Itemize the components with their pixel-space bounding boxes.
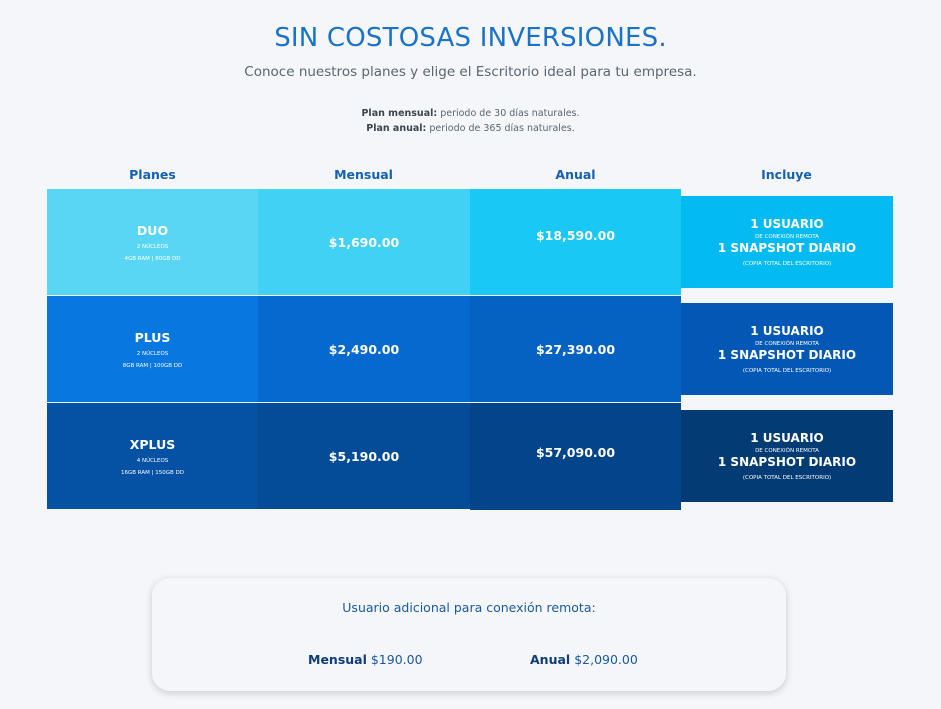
plan-cores: 2 NÚCLEOS <box>136 350 169 357</box>
price-value: $18,590.00 <box>535 227 616 243</box>
page-title: SIN COSTOSAS INVERSIONES. <box>274 23 667 53</box>
additional-annual-price: $2,090.00 <box>574 652 638 667</box>
price-value: $2,490.00 <box>328 341 400 357</box>
includes-snapshot: 1 SNAPSHOT DIARIO <box>717 348 857 362</box>
price-monthly-plus: $2,490.00 <box>258 296 470 402</box>
includes-users-desc: DE CONEXIÓN REMOTA <box>755 234 819 240</box>
plan-cores: 4 NÚCLEOS <box>136 457 169 464</box>
includes-snapshot: 1 SNAPSHOT DIARIO <box>717 455 857 469</box>
plan-cell-plus: PLUS 2 NÚCLEOS 8GB RAM | 100GB DD <box>47 296 258 402</box>
additional-monthly-label: Mensual <box>308 652 367 667</box>
note-monthly: Plan mensual: periodo de 30 días natural… <box>0 108 941 119</box>
includes-users-desc: DE CONEXIÓN REMOTA <box>755 341 819 347</box>
additional-monthly-price: $190.00 <box>370 652 423 667</box>
plan-cores: 2 NÚCLEOS <box>136 243 169 250</box>
additional-annual-label: Anual <box>530 652 571 667</box>
plan-name: DUO <box>136 222 169 238</box>
price-monthly-duo: $1,690.00 <box>258 189 470 295</box>
includes-users: 1 USUARIO <box>750 217 824 231</box>
additional-user-monthly: Mensual $190.00 <box>308 652 423 667</box>
includes-snapshot: 1 SNAPSHOT DIARIO <box>717 241 857 255</box>
plan-name: XPLUS <box>129 436 176 452</box>
plan-cell-xplus: XPLUS 4 NÚCLEOS 16GB RAM | 150GB DD <box>47 403 258 509</box>
price-value: $1,690.00 <box>328 234 400 250</box>
includes-xplus: 1 USUARIO DE CONEXIÓN REMOTA 1 SNAPSHOT … <box>681 410 893 502</box>
price-annual-xplus: $57,090.00 <box>470 403 681 510</box>
header-incluye: Incluye <box>761 167 812 182</box>
includes-users: 1 USUARIO <box>750 431 824 445</box>
includes-users-desc: DE CONEXIÓN REMOTA <box>755 448 819 454</box>
price-value: $27,390.00 <box>535 341 616 357</box>
additional-user-annual: Anual $2,090.00 <box>530 652 638 667</box>
note-annual-text: periodo de 365 días naturales. <box>426 123 575 134</box>
price-value: $5,190.00 <box>328 448 400 464</box>
includes-plus: 1 USUARIO DE CONEXIÓN REMOTA 1 SNAPSHOT … <box>681 303 893 395</box>
note-annual: Plan anual: periodo de 365 días naturale… <box>0 123 941 134</box>
includes-snapshot-desc: (COPIA TOTAL DEL ESCRITORIO) <box>742 475 832 481</box>
page-subtitle: Conoce nuestros planes y elige el Escrit… <box>244 64 697 80</box>
note-annual-label: Plan anual: <box>366 123 427 134</box>
plan-cell-duo: DUO 2 NÚCLEOS 4GB RAM | 80GB DD <box>47 189 258 295</box>
additional-user-card: Usuario adicional para conexión remota: … <box>152 578 786 691</box>
note-monthly-label: Plan mensual: <box>361 108 438 119</box>
price-annual-duo: $18,590.00 <box>470 189 681 295</box>
plan-spec: 4GB RAM | 80GB DD <box>124 255 181 262</box>
additional-user-title: Usuario adicional para conexión remota: <box>342 600 596 615</box>
plan-spec: 16GB RAM | 150GB DD <box>121 469 184 476</box>
price-annual-plus: $27,390.00 <box>470 296 681 402</box>
plan-spec: 8GB RAM | 100GB DD <box>122 362 183 369</box>
header-planes: Planes <box>129 167 176 182</box>
includes-snapshot-desc: (COPIA TOTAL DEL ESCRITORIO) <box>742 261 832 267</box>
header-anual: Anual <box>555 167 596 182</box>
plan-name: PLUS <box>134 329 171 345</box>
price-monthly-xplus: $5,190.00 <box>258 403 470 509</box>
header-mensual: Mensual <box>334 167 393 182</box>
includes-duo: 1 USUARIO DE CONEXIÓN REMOTA 1 SNAPSHOT … <box>681 196 893 288</box>
includes-users: 1 USUARIO <box>750 324 824 338</box>
price-value: $57,090.00 <box>535 445 616 460</box>
note-monthly-text: periodo de 30 días naturales. <box>437 108 580 119</box>
includes-snapshot-desc: (COPIA TOTAL DEL ESCRITORIO) <box>742 368 832 374</box>
